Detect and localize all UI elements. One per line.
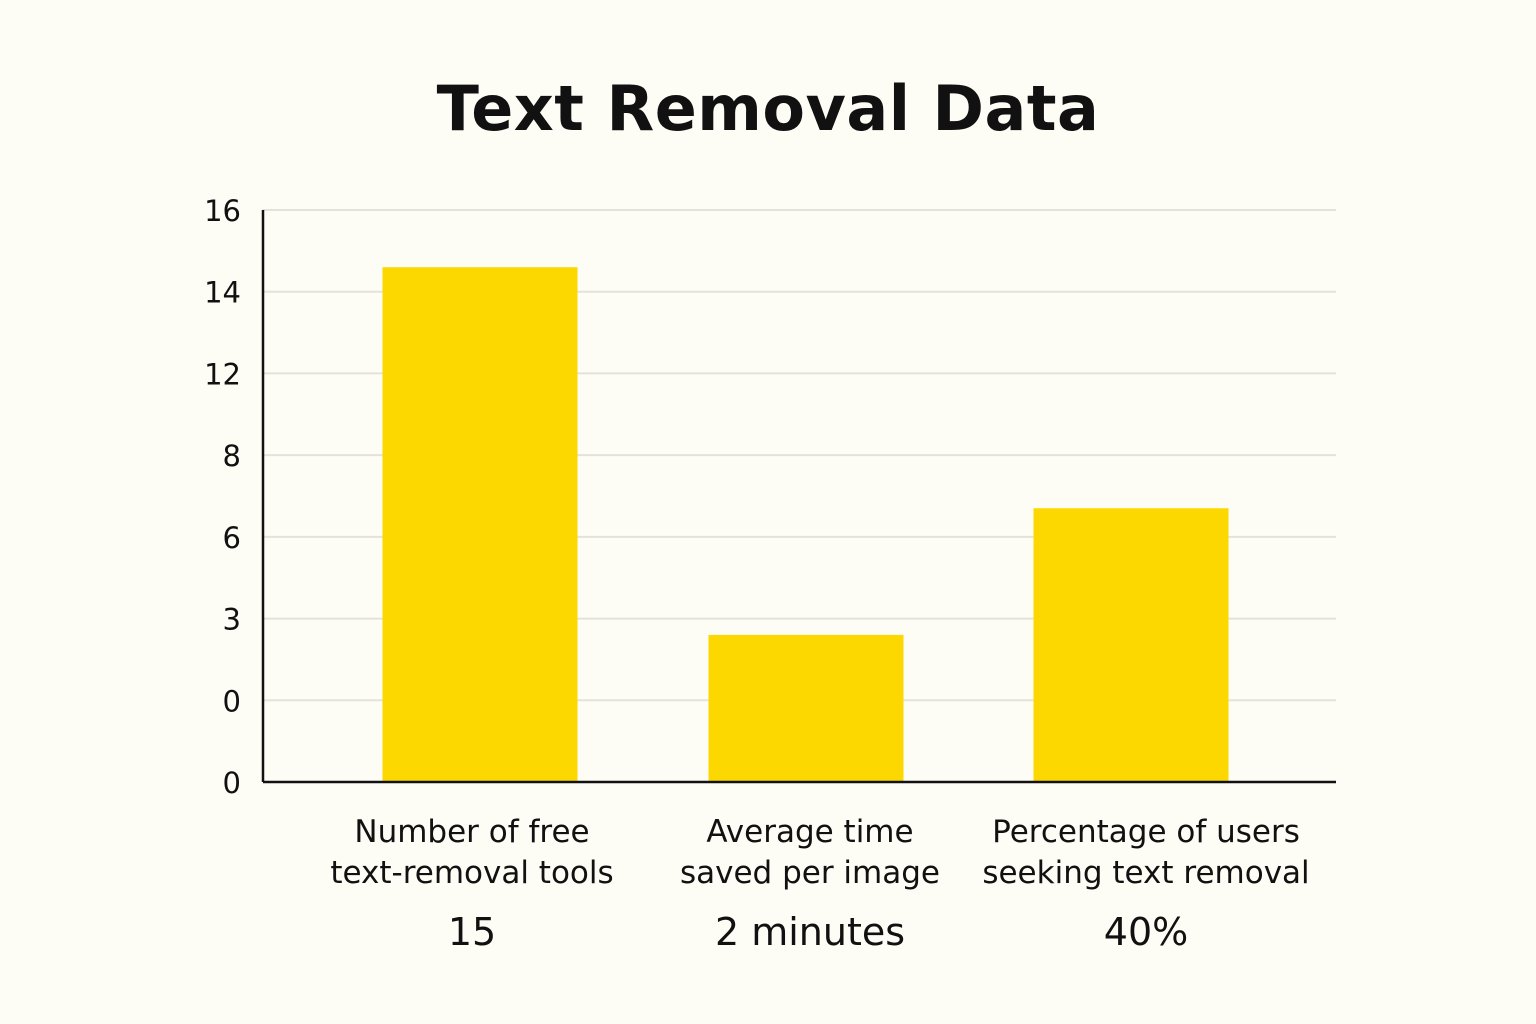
category-label: Average time [706, 814, 913, 850]
y-tick-label: 14 [204, 276, 241, 310]
category-label: text-removal tools [330, 855, 613, 891]
y-tick-label: 8 [223, 439, 241, 473]
category-label: Percentage of users [992, 814, 1300, 850]
category-label: Number of free [354, 814, 589, 850]
y-tick-label: 6 [223, 521, 241, 555]
y-tick-label: 12 [204, 357, 241, 391]
value-label: 2 minutes [715, 910, 905, 954]
y-tick-label: 0 [223, 766, 241, 800]
value-label: 40% [1104, 910, 1188, 954]
bar [382, 267, 578, 782]
bar [708, 634, 904, 782]
y-tick-label: 0 [223, 684, 241, 718]
category-label: saved per image [680, 855, 940, 891]
value-label: 15 [448, 910, 496, 954]
y-tick-label: 16 [204, 194, 241, 228]
category-label: seeking text removal [982, 855, 1309, 891]
y-tick-label: 3 [223, 603, 241, 637]
chart-title: Text Removal Data [436, 72, 1100, 145]
bar [1033, 508, 1229, 782]
